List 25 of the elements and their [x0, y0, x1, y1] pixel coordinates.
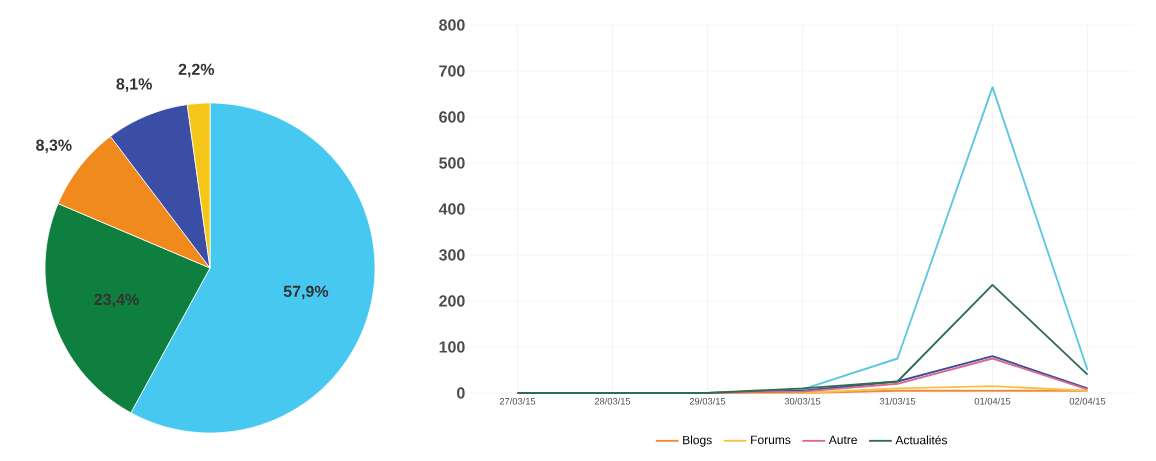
legend-label: Actualités [895, 435, 948, 445]
y-tick-label: 200 [439, 295, 465, 307]
y-tick-label: 800 [439, 19, 465, 31]
y-tick-label: 0 [457, 387, 465, 399]
y-tick-label: 500 [439, 157, 465, 169]
legend-label: Autre [828, 435, 857, 445]
x-tick-label: 30/03/15 [784, 397, 821, 405]
y-tick-label: 300 [438, 249, 465, 261]
data-label: 57,9% [283, 285, 329, 300]
x-tick-label: 28/03/15 [594, 397, 631, 405]
x-tick-label: 29/03/15 [689, 397, 726, 405]
x-tick-label: 31/03/15 [879, 397, 916, 405]
y-tick-label: 400 [438, 203, 465, 215]
data-label: 8,1% [116, 78, 152, 92]
x-tick-label: 27/03/15 [499, 397, 536, 405]
y-tick-label: 700 [439, 65, 465, 77]
legend-label: Blogs [683, 435, 712, 447]
x-tick-label: 01/04/15 [974, 397, 1011, 405]
y-tick-label: 100 [439, 341, 465, 353]
data-label: 2,2% [178, 63, 215, 78]
y-tick-label: 600 [439, 111, 465, 123]
data-label: 23,4% [94, 293, 139, 308]
data-label: 8,3% [36, 139, 72, 154]
legend-label: Forums [751, 435, 791, 445]
x-tick-label: 02/04/15 [1069, 397, 1106, 405]
